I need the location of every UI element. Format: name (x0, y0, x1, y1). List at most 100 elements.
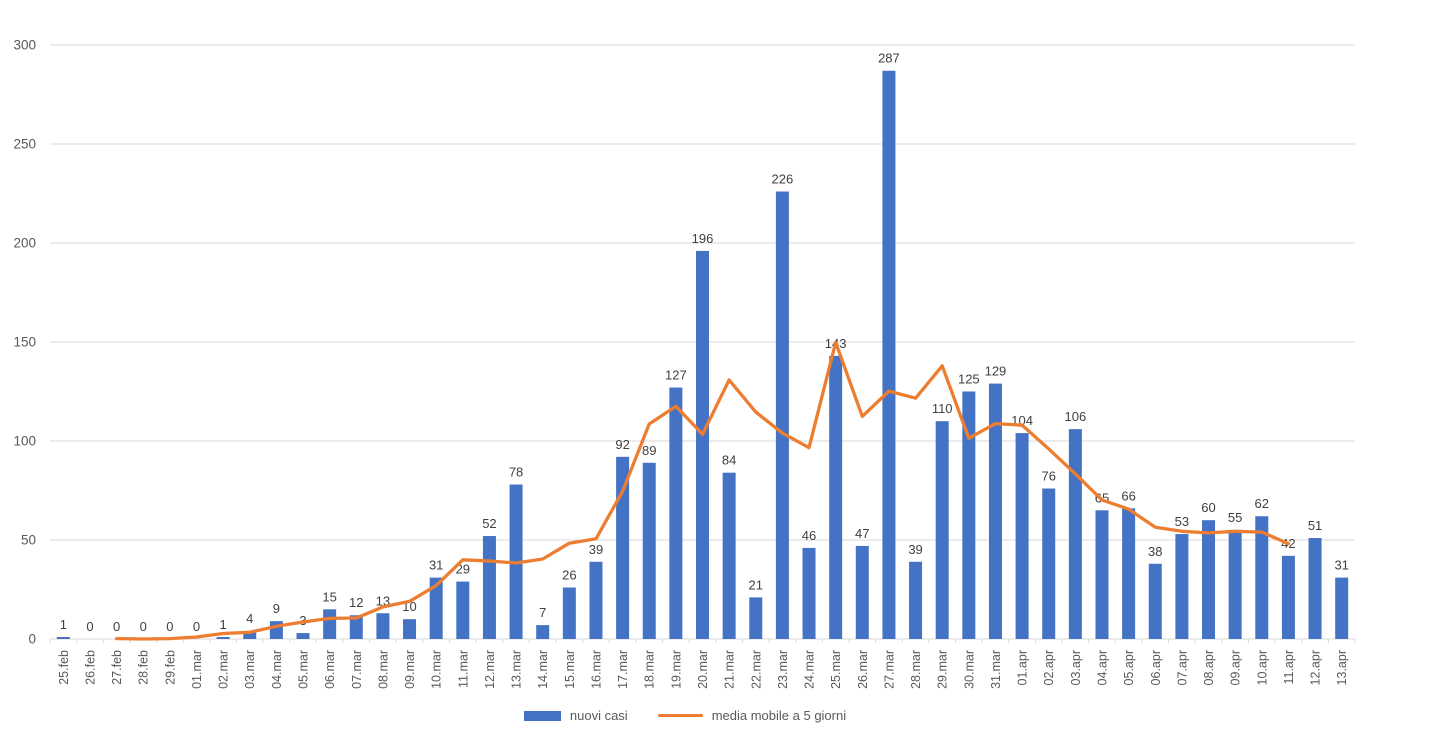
bar-value-label: 0 (113, 619, 120, 634)
bar-value-label: 89 (642, 443, 656, 458)
x-axis-tick-label: 05.mar (297, 650, 311, 689)
x-axis-tick-label: 02.apr (1042, 650, 1056, 685)
x-axis-tick-label: 13.apr (1335, 650, 1349, 685)
bar-value-label: 1 (60, 617, 67, 632)
x-axis-tick-label: 06.apr (1149, 650, 1163, 685)
bar-value-label: 51 (1308, 518, 1322, 533)
x-axis-tick-label: 23.mar (776, 650, 790, 689)
x-axis-tick-label: 18.mar (643, 650, 657, 689)
bar (323, 609, 337, 639)
bar (669, 387, 683, 639)
moving-average-line (114, 340, 1291, 641)
bar (1255, 516, 1269, 639)
bar (1148, 563, 1162, 639)
bar (562, 587, 576, 639)
x-axis-tick-label: 25.mar (829, 650, 843, 689)
x-axis-tick-label: 14.mar (536, 650, 550, 689)
bar (1281, 555, 1295, 639)
x-axis-tick-label: 28.feb (137, 650, 151, 685)
bar-value-label: 38 (1148, 544, 1162, 559)
bar-value-label: 39 (908, 542, 922, 557)
bar (1202, 520, 1216, 639)
bar (988, 383, 1002, 639)
bar-value-label: 31 (1334, 558, 1348, 573)
bar-value-label: 12 (349, 595, 363, 610)
y-axis-tick-label: 100 (13, 434, 36, 449)
bar-value-label: 21 (749, 577, 763, 592)
legend-label-media-mobile: media mobile a 5 giorni (711, 708, 847, 723)
line-series-swatch (657, 713, 703, 718)
bar-value-label: 7 (539, 605, 546, 620)
x-axis-tick-label: 27.mar (882, 650, 896, 689)
x-axis-tick-label: 11.apr (1282, 650, 1296, 685)
bar (269, 621, 283, 639)
x-axis-tick-label: 24.mar (803, 650, 817, 689)
bar-value-label: 47 (855, 526, 869, 541)
x-axis-tick-label: 04.mar (270, 650, 284, 689)
bar-value-label: 26 (562, 568, 576, 583)
y-axis-tick-label: 0 (28, 632, 36, 647)
bar (589, 561, 603, 639)
x-axis-tick-label: 22.mar (749, 650, 763, 689)
legend-item-media-mobile[interactable]: media mobile a 5 giorni (657, 708, 847, 723)
bar-value-label: 9 (273, 601, 280, 616)
x-axis-tick-label: 03.mar (243, 650, 257, 689)
y-axis-tick-label: 50 (21, 533, 36, 548)
x-axis-tick-label: 09.mar (403, 650, 417, 689)
bar (962, 391, 976, 639)
bar-value-label: 66 (1121, 488, 1135, 503)
bar (376, 613, 390, 639)
x-axis-tick-label: 04.apr (1095, 650, 1109, 685)
bar-value-label: 52 (482, 516, 496, 531)
bar (403, 619, 417, 639)
bar (296, 633, 310, 639)
bar-value-label: 4 (246, 611, 253, 626)
bar-value-label: 0 (166, 619, 173, 634)
bar (1122, 508, 1136, 639)
y-axis-tick-label: 150 (13, 335, 36, 350)
bar (1068, 429, 1082, 639)
bar-value-label: 78 (509, 465, 523, 480)
bar (855, 545, 869, 639)
bar-value-label: 226 (772, 172, 794, 187)
y-axis-tick-label: 300 (13, 38, 36, 53)
bar (642, 462, 656, 639)
bar (722, 472, 736, 639)
bar (882, 70, 896, 640)
bar (749, 597, 763, 639)
bar (216, 637, 230, 639)
bar-value-label: 127 (665, 368, 687, 383)
bar-value-label: 55 (1228, 510, 1242, 525)
bar (802, 547, 816, 639)
bar-value-label: 76 (1041, 469, 1055, 484)
bar (1015, 433, 1029, 639)
x-axis-tick-label: 15.mar (563, 650, 577, 689)
bar-value-label: 125 (958, 372, 980, 387)
legend-item-nuovi-casi[interactable]: nuovi casi (523, 708, 628, 723)
x-axis-tick-label: 21.mar (723, 650, 737, 689)
bar-value-label: 287 (878, 51, 900, 66)
bar (935, 421, 949, 639)
x-axis-tick-label: 08.mar (376, 650, 390, 689)
bar-value-label: 46 (802, 528, 816, 543)
x-axis-tick-label: 30.mar (962, 650, 976, 689)
x-axis-tick-label: 29.mar (936, 650, 950, 689)
x-axis-tick-label: 19.mar (669, 650, 683, 689)
bar-value-label: 0 (140, 619, 147, 634)
bar-series-swatch (523, 710, 561, 721)
x-axis-tick-label: 25.feb (57, 650, 71, 685)
bar (616, 456, 630, 639)
bar-value-label: 196 (692, 231, 714, 246)
x-axis-tick-label: 26.mar (856, 650, 870, 689)
bar-value-label: 15 (322, 589, 336, 604)
x-axis-tick-label: 12.apr (1309, 650, 1323, 685)
x-axis-tick-label: 05.apr (1122, 650, 1136, 685)
bar-value-label: 0 (193, 619, 200, 634)
bar-value-label: 84 (722, 453, 736, 468)
bar (696, 250, 709, 640)
x-axis-tick-label: 01.apr (1016, 650, 1030, 685)
bar-value-label: 31 (429, 558, 443, 573)
bar (482, 536, 496, 639)
